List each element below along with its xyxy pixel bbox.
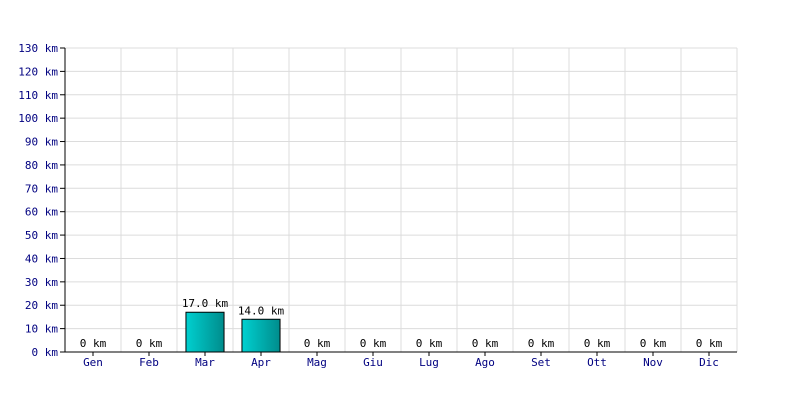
data-label-nov: 0 km [640,337,667,350]
data-label-mar: 17.0 km [182,297,229,310]
x-tick-label-ago: Ago [475,356,495,369]
y-tick-label: 30 km [25,276,58,289]
y-tick-label: 80 km [25,159,58,172]
y-tick-label: 70 km [25,182,58,195]
x-tick-label-apr: Apr [251,356,271,369]
x-tick-label-feb: Feb [139,356,159,369]
data-label-ago: 0 km [472,337,499,350]
y-tick-label: 110 km [18,89,58,102]
data-label-dic: 0 km [696,337,723,350]
bar-apr [241,318,281,353]
data-label-mag: 0 km [304,337,331,350]
data-label-feb: 0 km [136,337,163,350]
data-label-lug: 0 km [416,337,443,350]
y-tick-label: 120 km [18,65,58,78]
y-tick-label: 90 km [25,136,58,149]
x-tick-label-ott: Ott [587,356,607,369]
x-tick-label-giu: Giu [363,356,383,369]
y-tick-label: 100 km [18,112,58,125]
data-label-set: 0 km [528,337,555,350]
data-label-apr: 14.0 km [238,304,285,317]
y-tick-label: 40 km [25,252,58,265]
x-tick-label-dic: Dic [699,356,719,369]
y-tick-label: 130 km [18,42,58,55]
y-tick-label: 20 km [25,299,58,312]
labels: 0 km 10 km 20 km 30 km 40 km 50 km 60 km 70 km 8… [18,42,722,369]
y-tick-label: 50 km [25,229,58,242]
bars [185,311,281,353]
x-tick-label-mag: Mag [307,356,327,369]
x-tick-label-gen: Gen [83,356,103,369]
y-tick-label: 0 km [32,346,59,359]
data-label-gen: 0 km [80,337,107,350]
bar-mar [185,311,225,353]
y-tick-label: 10 km [25,323,58,336]
x-tick-label-mar: Mar [195,356,215,369]
data-label-giu: 0 km [360,337,387,350]
x-tick-label-nov: Nov [643,356,663,369]
axes [60,47,737,356]
grid [65,47,738,352]
data-label-ott: 0 km [584,337,611,350]
x-tick-label-lug: Lug [419,356,439,369]
x-tick-label-set: Set [531,356,551,369]
y-tick-label: 60 km [25,206,58,219]
